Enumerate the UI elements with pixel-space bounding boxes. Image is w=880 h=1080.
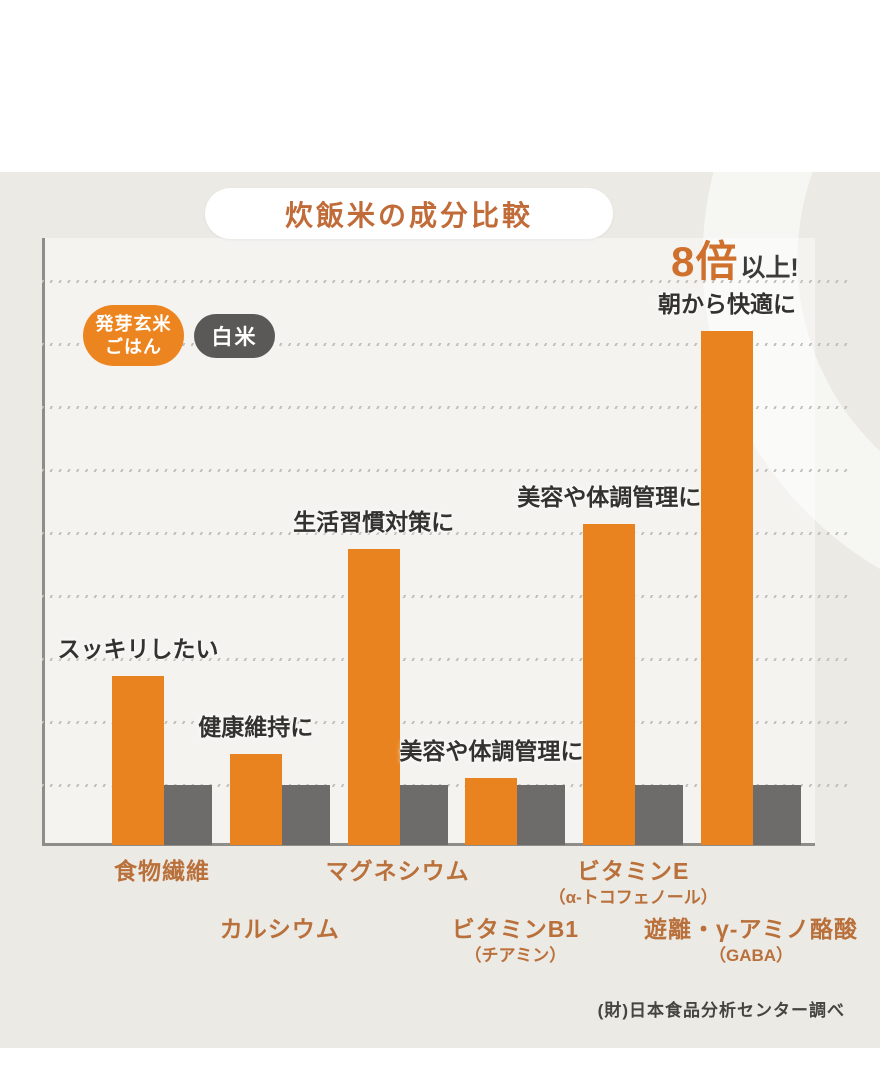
- bar-genmai-4: [583, 524, 636, 845]
- gridline: [42, 658, 848, 661]
- bar-annotation-2: 生活習慣対策に: [293, 509, 455, 535]
- callout-multiplier: 8倍: [671, 238, 739, 285]
- category-label-main: 食物繊維: [114, 858, 210, 884]
- bar-annotation-4: 美容や体調管理に: [517, 485, 702, 511]
- callout-suffix: 以上!: [740, 254, 799, 282]
- category-label-3: ビタミンB1 （チアミン）: [452, 916, 579, 967]
- category-label-main: マグネシウム: [325, 858, 470, 884]
- chart-title: 炊飯米の成分比較: [284, 199, 533, 231]
- bar-hakumai-1: [281, 784, 330, 845]
- legend-item-genmai: 発芽玄米 ごはん: [83, 305, 184, 366]
- gridline: [42, 469, 848, 472]
- y-axis-line: [42, 238, 45, 845]
- gridline: [42, 343, 848, 346]
- gridline: [42, 406, 848, 409]
- bar-hakumai-4: [635, 784, 684, 845]
- bar-hakumai-2: [399, 784, 448, 845]
- gridline: [42, 595, 848, 598]
- category-label-sub: （チアミン）: [464, 945, 567, 965]
- bar-annotation-0: スッキリしたい: [57, 636, 219, 662]
- bar-hakumai-5: [753, 784, 801, 845]
- bar-hakumai-3: [517, 784, 566, 845]
- chart-title-pill: 炊飯米の成分比較: [205, 188, 613, 239]
- gridline: [42, 721, 848, 724]
- legend-hakumai-label: 白米: [211, 326, 258, 349]
- callout-8x: 8倍 以上!: [671, 228, 799, 289]
- gridline: [42, 280, 848, 283]
- bar-genmai-5: [701, 330, 753, 845]
- category-label-main: 遊離・γ-アミノ酪酸: [644, 916, 858, 942]
- bar-annotation-3: 美容や体調管理に: [399, 739, 584, 765]
- category-label-sub: （α-トコフェノール）: [548, 887, 718, 907]
- bar-genmai-2: [347, 548, 400, 845]
- bar-genmai-3: [465, 778, 518, 845]
- bar-annotation-5: 朝から快適に: [658, 291, 796, 317]
- category-label-1: カルシウム: [220, 916, 340, 944]
- gridline: [42, 532, 848, 535]
- bar-genmai-1: [229, 754, 282, 845]
- bar-genmai-0: [112, 675, 164, 845]
- source-note: (財)日本食品分析センター調べ: [597, 1001, 845, 1020]
- legend-genmai-line1: 発芽玄米: [95, 314, 172, 334]
- bar-annotation-1: 健康維持に: [198, 715, 314, 741]
- category-label-4: ビタミンE （α-トコフェノール）: [549, 858, 718, 909]
- category-label-0: 食物繊維: [114, 858, 210, 886]
- category-label-2: マグネシウム: [326, 858, 470, 886]
- legend-item-hakumai: 白米: [194, 314, 275, 358]
- category-label-main: ビタミンB1: [451, 916, 580, 942]
- category-label-5: 遊離・γ-アミノ酪酸 （GABA）: [644, 916, 858, 967]
- category-label-sub: （GABA）: [708, 945, 794, 965]
- bar-hakumai-0: [164, 784, 212, 845]
- category-label-main: カルシウム: [219, 916, 340, 942]
- legend-genmai-line2: ごはん: [105, 336, 162, 357]
- category-label-main: ビタミンE: [577, 858, 690, 884]
